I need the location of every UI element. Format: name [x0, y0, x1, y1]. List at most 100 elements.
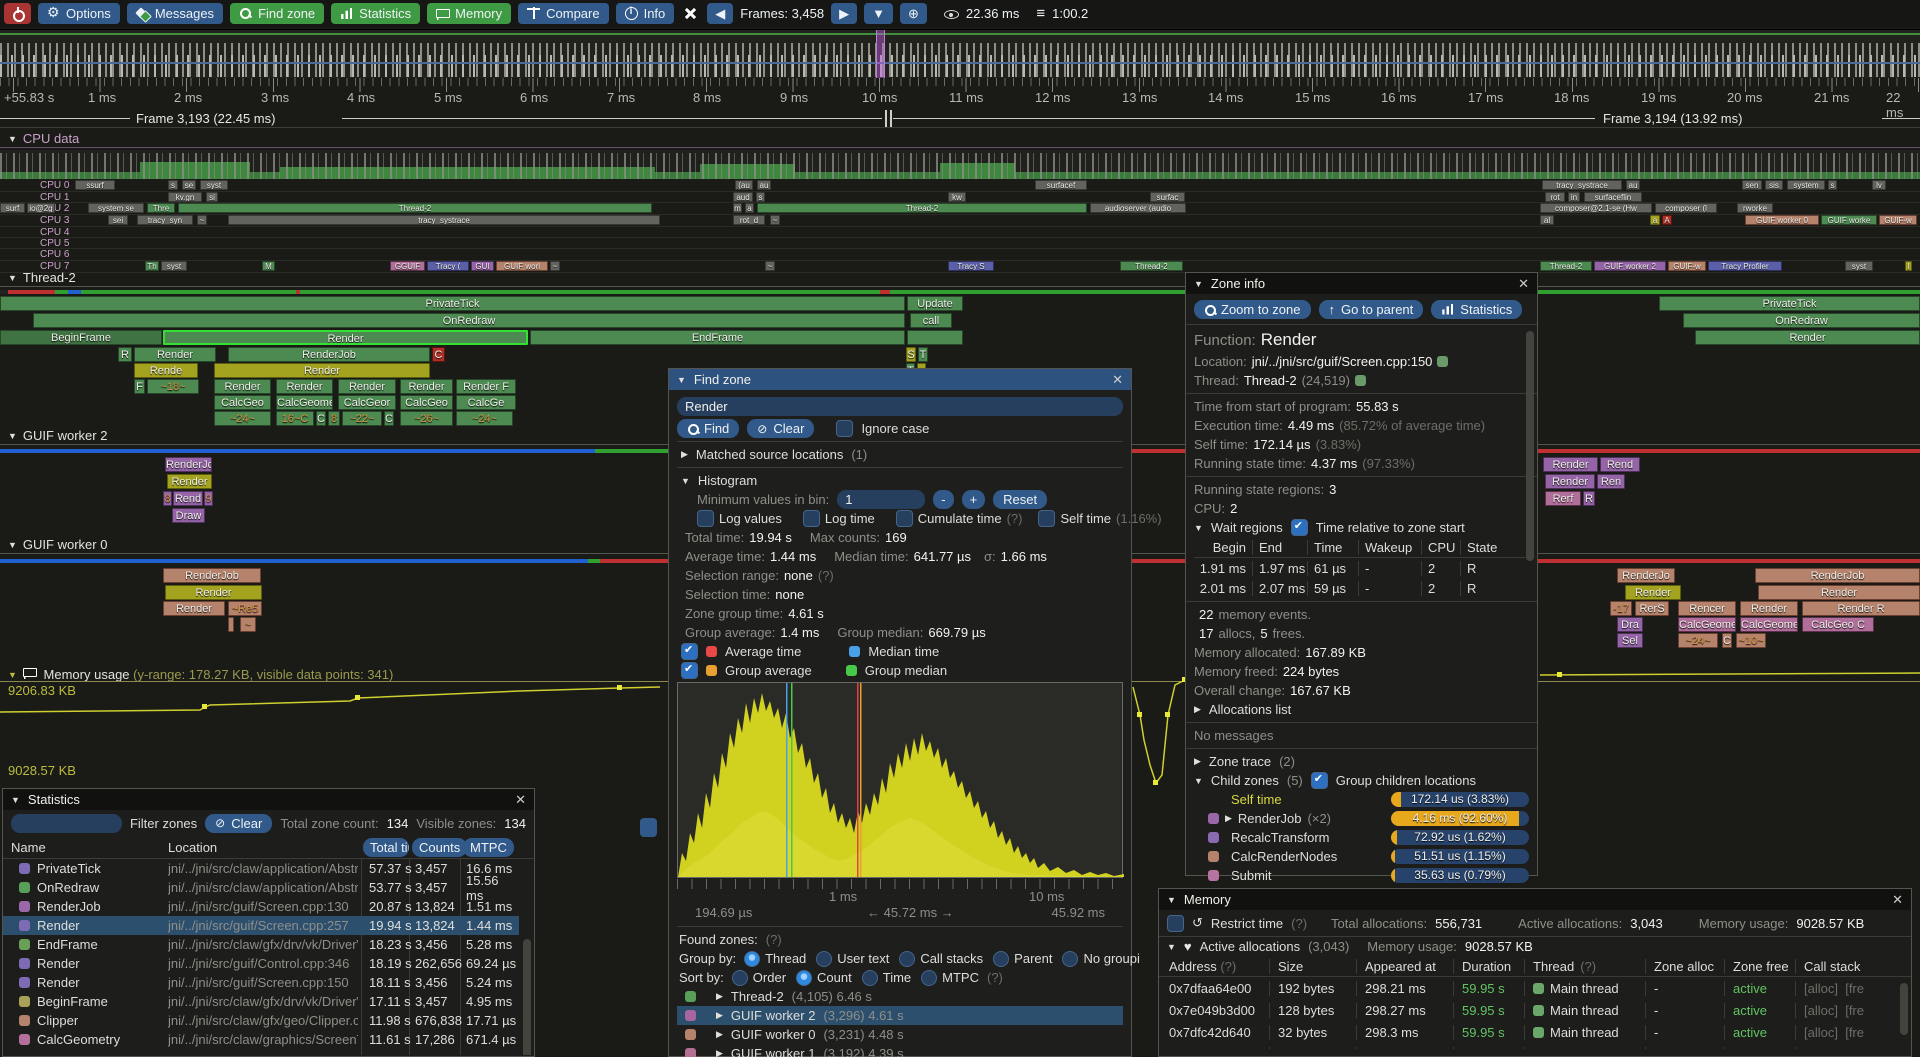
- expand-icon[interactable]: ▶: [716, 1048, 723, 1057]
- timeline-zone[interactable]: ssurf: [75, 180, 115, 190]
- wait-col-cpu[interactable]: CPU: [1421, 540, 1460, 555]
- timeline-zone[interactable]: in: [1568, 192, 1580, 202]
- free-callstack-button[interactable]: [fre: [1845, 1003, 1864, 1018]
- clear-button[interactable]: ⊘Clear: [747, 419, 814, 438]
- close-icon[interactable]: ✕: [1892, 892, 1903, 908]
- group-children-checkbox[interactable]: [1311, 772, 1328, 789]
- memory-scrollbar[interactable]: [1900, 983, 1908, 1035]
- col-zone-alloc[interactable]: Zone alloc: [1645, 959, 1724, 974]
- timeline-zone[interactable]: ~10~: [1736, 633, 1766, 648]
- statistics-row[interactable]: CalcGeometry jni/../jni/src/claw/graphic…: [3, 1030, 519, 1049]
- timeline-zone[interactable]: OnRedraw: [1683, 313, 1920, 328]
- matched-source-locations[interactable]: ▶ Matched source locations (1): [677, 445, 1123, 464]
- group-by-option[interactable]: No groupi: [1062, 951, 1139, 967]
- timeline-zone[interactable]: ~: [770, 215, 780, 225]
- col-thread[interactable]: Thread: [1533, 959, 1574, 974]
- zoom-to-zone-button[interactable]: Zoom to zone: [1194, 300, 1311, 319]
- alloc-callstack-button[interactable]: [alloc]: [1804, 1047, 1838, 1050]
- timeline-zone[interactable]: T: [918, 347, 928, 362]
- timeline-zone[interactable]: A: [1662, 215, 1672, 225]
- timeline-zone[interactable]: Render: [165, 585, 262, 600]
- statistics-titlebar[interactable]: ▼ Statistics ✕: [3, 789, 534, 810]
- toolbar-button[interactable]: Memory: [427, 3, 511, 24]
- wait-col-time[interactable]: Time: [1307, 540, 1358, 555]
- timeline-zone[interactable]: io@2g: [27, 203, 55, 213]
- timeline-zone[interactable]: syst: [161, 261, 187, 271]
- group-avg-checkbox[interactable]: [681, 662, 698, 679]
- wait-regions-expander[interactable]: ▼: [1194, 523, 1203, 533]
- statistics-row[interactable]: Render jni/../jni/src/guif/Screen.cpp:15…: [3, 973, 519, 992]
- timeline-zone[interactable]: au: [1626, 180, 1640, 190]
- timeline-zone[interactable]: system: [1787, 180, 1825, 190]
- timeline-zone[interactable]: rot: [1545, 192, 1565, 202]
- time-relative-checkbox[interactable]: [1291, 519, 1308, 536]
- timeline-zone[interactable]: Render: [214, 363, 430, 378]
- timeline-zone[interactable]: BeginFrame: [0, 330, 162, 345]
- frame-label-1[interactable]: Frame 3,193 (22.45 ms): [130, 111, 281, 126]
- focus-frame-button[interactable]: ⊕: [900, 3, 927, 24]
- timeline-zone[interactable]: C: [384, 411, 394, 426]
- find-button[interactable]: Find: [677, 419, 739, 438]
- timeline-zone[interactable]: GUIF worker 2: [1594, 261, 1666, 271]
- timeline-zone[interactable]: m: [733, 203, 742, 213]
- timeline-zone[interactable]: R: [1583, 491, 1595, 506]
- timeline-zone[interactable]: sis: [1765, 180, 1783, 190]
- timeline-zone[interactable]: RenderJob: [228, 347, 430, 362]
- timeline-zone[interactable]: M: [262, 261, 275, 271]
- group-by-option[interactable]: Call stacks: [899, 951, 983, 967]
- histogram-expander[interactable]: ▼ Histogram: [677, 471, 1123, 490]
- timeline-zone[interactable]: Rende: [134, 363, 198, 378]
- timeline-zone[interactable]: l: [1905, 261, 1912, 271]
- timeline-zone[interactable]: rot_d: [733, 215, 765, 225]
- timeline-zone[interactable]: RenderJob: [1755, 568, 1920, 583]
- collapse-icon[interactable]: ▼: [1167, 895, 1176, 905]
- wait-col-wakeup[interactable]: Wakeup: [1358, 540, 1421, 555]
- timeline-zone[interactable]: Render: [1543, 457, 1598, 472]
- close-icon[interactable]: ✕: [1518, 276, 1529, 292]
- zone-info-scrollbar[interactable]: [1526, 331, 1534, 561]
- child-zone-row[interactable]: Submit 35.63 us (0.79%): [1186, 866, 1537, 885]
- zone-info-titlebar[interactable]: ▼ Zone info ✕: [1186, 273, 1537, 294]
- statistics-row[interactable]: PrivateTick jni/../jni/src/claw/applicat…: [3, 859, 519, 878]
- timeline-zone[interactable]: rworke: [1737, 203, 1773, 213]
- timeline-zone[interactable]: CalcGeome: [1678, 617, 1736, 632]
- histogram-option[interactable]: Log values: [697, 510, 787, 527]
- find-zone-titlebar[interactable]: ▼ Find zone ✕: [669, 369, 1131, 390]
- timeline-zone[interactable]: Tracy Profiler: [1708, 261, 1782, 271]
- timeline-zone[interactable]: system se: [88, 203, 144, 213]
- timeline-zone[interactable]: Rerf: [1545, 491, 1581, 506]
- timeline-zone[interactable]: CalcGeo: [214, 395, 271, 410]
- timeline-zone[interactable]: a: [745, 203, 754, 213]
- timeline-zone[interactable]: ~24~: [1678, 633, 1718, 648]
- timeline-zone[interactable]: Ren: [1597, 474, 1625, 489]
- timeline-zone[interactable]: -17: [1610, 601, 1632, 616]
- frame-dropdown-button[interactable]: ▼: [864, 3, 893, 24]
- guif-worker-2-section-header[interactable]: ▼GUIF worker 2: [8, 428, 107, 443]
- toolbar-button[interactable]: Statistics: [331, 3, 420, 24]
- frame-label-2[interactable]: Frame 3,194 (13.92 ms): [1597, 111, 1748, 126]
- timeline-zone[interactable]: sei: [108, 215, 128, 225]
- memory-titlebar[interactable]: ▼ Memory ✕: [1159, 889, 1911, 910]
- col-header-mtpc[interactable]: MTPC: [463, 838, 514, 857]
- next-frame-button[interactable]: ▶: [831, 3, 857, 24]
- timeline-zone[interactable]: surfac: [1150, 192, 1185, 202]
- close-icon[interactable]: ✕: [1112, 372, 1123, 388]
- timeline-zone[interactable]: Render: [1545, 474, 1595, 489]
- child-zones-expander[interactable]: ▼: [1194, 776, 1203, 786]
- timeline-zone[interactable]: Render: [1695, 330, 1920, 345]
- collapse-icon[interactable]: ▼: [11, 795, 20, 805]
- filter-clear-button[interactable]: ⊘Clear: [205, 814, 272, 833]
- statistics-row[interactable]: RenderJob jni/../jni/src/guif/Screen.cpp…: [3, 897, 519, 916]
- timeline-zone[interactable]: Thread-2: [757, 203, 1087, 213]
- found-zone-group[interactable]: ▶ GUIF worker 1 (3,192) 4.39 s: [677, 1044, 1123, 1057]
- timeline-zone[interactable]: Rend: [1600, 457, 1640, 472]
- timeline-zone[interactable]: ~: [240, 617, 256, 632]
- timeline-zone[interactable]: Render: [338, 379, 396, 394]
- sort-by-option[interactable]: Time: [862, 970, 911, 986]
- timeline-zone[interactable]: C: [432, 347, 445, 362]
- timeline-zone[interactable]: 8: [163, 491, 172, 506]
- avg-time-checkbox[interactable]: [681, 643, 698, 660]
- timeline-zone[interactable]: OnRedraw: [33, 313, 905, 328]
- search-input[interactable]: Render: [677, 397, 1123, 416]
- sort-by-option[interactable]: Order: [732, 970, 786, 986]
